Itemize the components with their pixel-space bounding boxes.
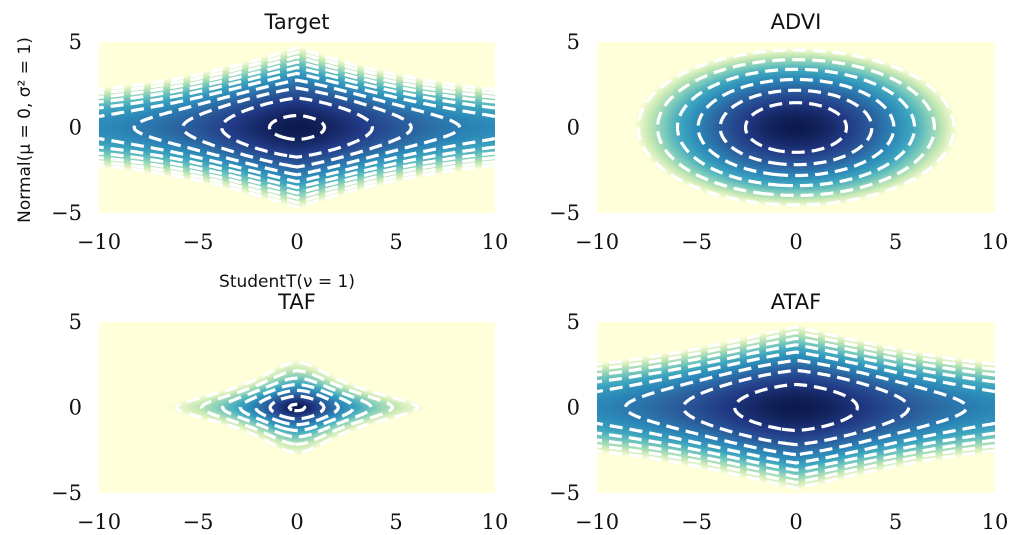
- contour-line: [199, 369, 395, 446]
- x-tick-label: 5: [889, 510, 902, 534]
- contour-line: [597, 444, 995, 485]
- density-heatmap: [99, 42, 495, 213]
- contour-line: [99, 137, 495, 184]
- y-tick-label: −5: [549, 201, 580, 225]
- contour-line: [99, 46, 495, 92]
- panel-title: ADVI: [771, 10, 822, 34]
- panel-title: ATAF: [771, 290, 821, 314]
- contour-line: [743, 101, 849, 154]
- contour-line: [99, 55, 495, 99]
- panel-advi: ADVI −10 −5 0 5 10 −5 0 5: [549, 10, 1008, 254]
- panel-title: TAF: [277, 290, 316, 314]
- x-tick-label: −5: [681, 510, 712, 534]
- y-tick-label: 5: [69, 30, 82, 54]
- contour-line: [696, 77, 896, 178]
- contour-line: [636, 48, 956, 207]
- y-axis-label: Normal(μ = 0, σ² = 1): [15, 37, 35, 223]
- x-tick-label: 0: [290, 230, 303, 254]
- contour-line: [220, 376, 374, 439]
- contour-line: [597, 343, 995, 384]
- contour-line: [675, 67, 917, 188]
- contour-line: [220, 96, 374, 159]
- contour-line: [597, 438, 995, 479]
- contour-line: [254, 388, 340, 427]
- contour-line: [132, 78, 462, 177]
- contour-line: [99, 160, 495, 205]
- contour-line: [597, 350, 995, 394]
- contour-line: [99, 156, 495, 200]
- contour-line: [718, 88, 874, 167]
- density-heatmap: [99, 322, 495, 493]
- x-tick-label: 5: [389, 230, 402, 254]
- y-tick-label: 5: [567, 30, 580, 54]
- contour-line: [99, 163, 495, 209]
- contour-line: [174, 360, 420, 455]
- x-tick-label: −5: [183, 230, 214, 254]
- contour-line: [99, 145, 495, 190]
- y-tick-label: 0: [69, 396, 82, 420]
- panel-target: Target −10 −5 0 5 10 −5 0 5: [51, 10, 508, 254]
- contour-line: [287, 402, 307, 413]
- contour-line: [99, 50, 495, 95]
- contour-line: [99, 65, 495, 110]
- x-tick-label: 0: [290, 510, 303, 534]
- x-tick-label: −10: [575, 230, 619, 254]
- contour-line: [597, 431, 995, 472]
- contour-line: [268, 394, 326, 421]
- x-tick-label: 10: [982, 510, 1009, 534]
- panel-taf: TAF −10 −5 0 5 10 −5 0 5: [51, 290, 508, 534]
- y-tick-label: −5: [51, 481, 82, 505]
- contour-line: [623, 358, 969, 457]
- x-tick-label: −5: [183, 510, 214, 534]
- x-tick-label: 10: [482, 510, 509, 534]
- contour-line: [99, 71, 495, 118]
- x-tick-label: −10: [77, 230, 121, 254]
- x-tick-label: −10: [575, 510, 619, 534]
- y-tick-label: −5: [51, 201, 82, 225]
- x-tick-label: 5: [389, 510, 402, 534]
- contour-line: [597, 449, 995, 490]
- panel-title: Target: [264, 10, 330, 34]
- y-tick-label: 5: [69, 310, 82, 334]
- x-tick-label: 0: [789, 230, 802, 254]
- y-tick-label: 0: [567, 116, 580, 140]
- density-heatmap: [597, 322, 995, 493]
- x-axis-label: StudentT(ν = 1): [219, 272, 355, 292]
- y-tick-label: 0: [567, 396, 580, 420]
- contour-line: [597, 330, 995, 371]
- x-tick-label: 5: [889, 230, 902, 254]
- contour-line: [597, 325, 995, 366]
- panel-ataf: ATAF −10 −5 0 5 10 −5 0 5: [549, 290, 1008, 534]
- contour-lines: [636, 48, 956, 207]
- contour-line: [656, 58, 936, 197]
- contour-line: [267, 113, 327, 142]
- x-tick-label: 10: [982, 230, 1009, 254]
- contour-line: [597, 336, 995, 377]
- contour-line: [597, 421, 995, 465]
- y-tick-label: 5: [567, 310, 580, 334]
- x-tick-label: −10: [77, 510, 121, 534]
- contour-lines: [174, 360, 420, 455]
- x-tick-label: −5: [681, 230, 712, 254]
- x-tick-label: 0: [789, 510, 802, 534]
- x-tick-label: 10: [482, 230, 509, 254]
- y-tick-label: −5: [549, 481, 580, 505]
- contour-line: [733, 382, 859, 433]
- contour-lines: [597, 325, 995, 490]
- contour-line: [681, 368, 911, 447]
- contour-line: [181, 86, 413, 169]
- contour-line: [99, 151, 495, 195]
- contour-lines: [99, 46, 495, 209]
- y-tick-label: 0: [69, 116, 82, 140]
- contour-line: [99, 60, 495, 104]
- contour-line: [238, 382, 356, 433]
